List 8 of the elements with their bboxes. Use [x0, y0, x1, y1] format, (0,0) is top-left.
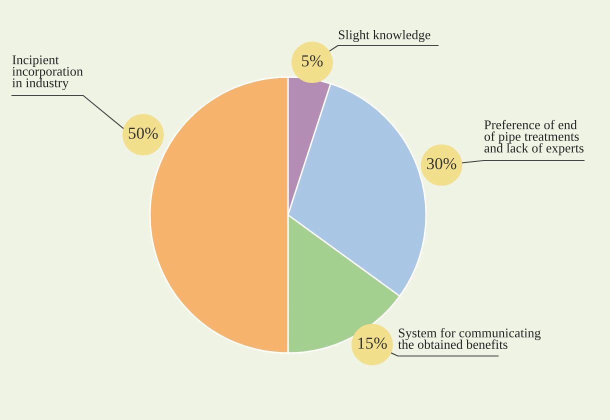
slice-label: Incipient incorporation in industry	[12, 55, 83, 90]
data-label: 15%	[358, 338, 387, 349]
slice-label: Slight knowledge	[338, 30, 430, 42]
data-label: 5%	[302, 55, 323, 67]
slice-label: Preference of end of pipe treatments and lack of experts	[484, 120, 584, 156]
slice-label: System for communicating the obtained benefits	[398, 328, 541, 349]
data-label: 30%	[427, 158, 456, 170]
data-label: 50%	[128, 128, 158, 139]
